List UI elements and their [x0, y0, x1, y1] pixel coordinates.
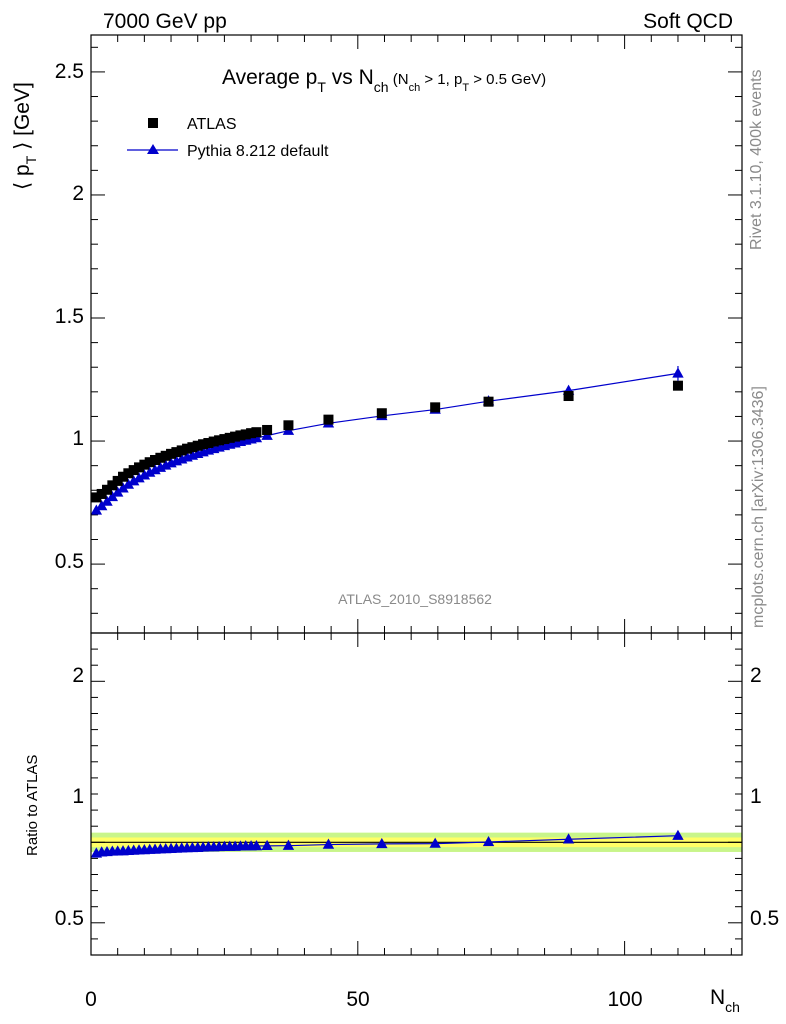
atlas-point — [102, 484, 113, 495]
atlas-point — [176, 445, 187, 456]
atlas-point — [107, 480, 118, 491]
ratio-plot-frame — [90, 632, 743, 956]
ratio-axis-ticks — [90, 633, 742, 955]
ratio-y-tick-label: 1 — [72, 785, 84, 808]
y-tick-label: 2.5 — [55, 60, 84, 83]
process-label: Soft QCD — [643, 10, 733, 33]
atlas-point — [91, 492, 102, 503]
pythia-point — [133, 472, 145, 483]
pythia-point — [90, 504, 103, 515]
pythia-series — [90, 365, 684, 515]
source-label: mcplots.cern.ch [arXiv:1306.3436] — [750, 386, 767, 628]
atlas-point — [192, 440, 203, 451]
atlas-point — [112, 475, 123, 486]
atlas-point — [150, 454, 161, 465]
legend: ATLAS Pythia 8.212 default — [127, 116, 329, 160]
x-tick-labels: 0 50 100 — [85, 988, 642, 1011]
atlas-point — [128, 465, 139, 476]
pythia-point — [111, 486, 124, 497]
legend-pythia-label: Pythia 8.212 default — [187, 143, 329, 160]
pythia-point — [127, 475, 140, 486]
ratio-point — [322, 838, 335, 849]
atlas-point — [139, 459, 150, 470]
atlas-point — [483, 396, 494, 407]
atlas-point — [160, 450, 171, 461]
atlas-point — [230, 431, 241, 442]
atlas-point — [182, 443, 193, 454]
atlas-point — [219, 434, 230, 445]
plot-title: Average pT vs Nch (Nch > 1, pT > 0.5 GeV… — [222, 66, 546, 95]
energy-label: 7000 GeV pp — [103, 10, 227, 33]
legend-atlas-label: ATLAS — [187, 116, 237, 133]
atlas-point — [240, 429, 251, 440]
atlas-point — [96, 488, 107, 499]
ratio-y-tick-label: 2 — [72, 664, 84, 687]
x-tick-label: 50 — [346, 988, 369, 1011]
atlas-point — [283, 420, 294, 431]
atlas-point — [224, 432, 235, 443]
atlas-point — [171, 447, 182, 458]
pythia-point — [672, 367, 684, 378]
y-tick-label: 1 — [72, 427, 84, 450]
atlas-point — [144, 457, 155, 468]
atlas-point — [235, 430, 246, 441]
atlas-point — [323, 414, 334, 425]
atlas-point — [123, 468, 134, 479]
legend-pythia-marker — [147, 144, 159, 154]
ratio-y-tick-label-right: 1 — [750, 785, 762, 808]
ratio-point — [429, 837, 441, 848]
ratio-point — [261, 839, 273, 851]
atlas-point — [166, 448, 177, 459]
ratio-point — [250, 840, 263, 851]
ratio-series — [90, 829, 684, 858]
atlas-point — [198, 439, 209, 450]
ratio-y-tick-label-right: 2 — [750, 664, 762, 687]
pythia-point — [138, 469, 151, 480]
ratio-point — [562, 833, 575, 844]
atlas-point — [155, 452, 166, 463]
ratio-point — [482, 835, 495, 847]
pythia-point — [95, 500, 108, 511]
ratio-point — [672, 829, 684, 840]
pythia-point — [250, 432, 263, 443]
atlas-point — [134, 462, 145, 473]
atlas-point — [214, 435, 225, 446]
analysis-id: ATLAS_2010_S8918562 — [338, 591, 492, 607]
atlas-point — [246, 428, 257, 439]
ratio-y-tick-label-right: 0.5 — [750, 907, 779, 930]
x-axis-label: Nch — [710, 986, 740, 1015]
pythia-line — [95, 372, 679, 511]
legend-atlas-marker — [148, 118, 158, 128]
y-tick-label: 1.5 — [55, 305, 84, 328]
x-tick-label: 0 — [85, 988, 97, 1011]
y-tick-label: 2 — [72, 182, 84, 205]
ratio-point — [282, 839, 295, 850]
atlas-series — [91, 380, 683, 503]
x-tick-label: 100 — [607, 988, 642, 1011]
atlas-point — [208, 436, 219, 447]
atlas-point — [672, 380, 683, 391]
atlas-point — [430, 402, 441, 413]
atlas-point — [203, 438, 214, 449]
ratio-ylabel: Ratio to ATLAS — [24, 755, 41, 856]
rivet-label: Rivet 3.1.10, 400k events — [748, 69, 765, 250]
atlas-point — [118, 471, 129, 482]
atlas-point — [187, 442, 198, 453]
pythia-point — [106, 490, 119, 502]
atlas-point — [262, 424, 273, 435]
y-tick-label: 0.5 — [55, 550, 84, 573]
atlas-point — [376, 408, 387, 419]
pythia-point — [117, 482, 129, 493]
main-ylabel: ⟨ pT ⟩ [GeV] — [11, 82, 39, 190]
atlas-point — [563, 391, 574, 402]
ratio-point — [376, 837, 388, 849]
ratio-y-tick-label: 0.5 — [55, 907, 84, 930]
pythia-point — [122, 478, 135, 489]
atlas-point — [251, 427, 262, 438]
